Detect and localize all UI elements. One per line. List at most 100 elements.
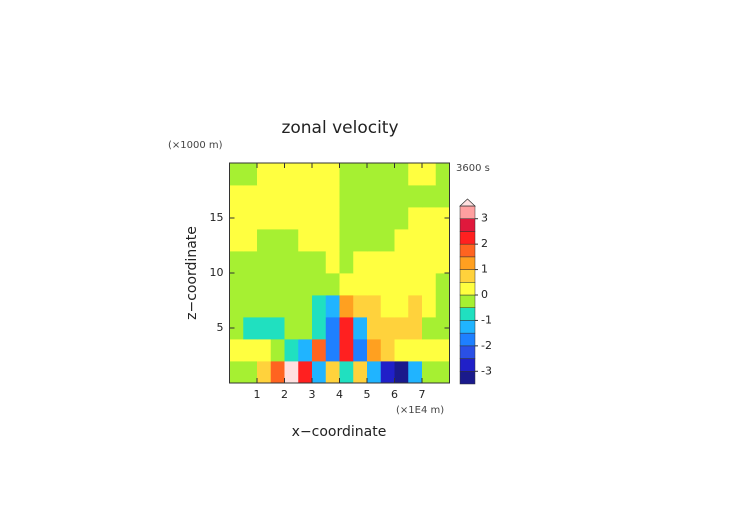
chart-title: zonal velocity	[281, 118, 398, 138]
field-cell	[380, 317, 395, 340]
field-cell	[284, 273, 299, 296]
field-cell	[284, 295, 299, 318]
field-cell	[298, 317, 313, 340]
field-cell	[270, 207, 285, 230]
field-cell	[394, 229, 409, 252]
field-cell	[298, 251, 313, 274]
field-cell	[243, 207, 258, 230]
field-cell	[229, 229, 244, 252]
field-cell	[380, 185, 395, 208]
field-cell	[243, 317, 258, 340]
field-cell	[367, 229, 382, 252]
colorbar-swatch	[459, 256, 476, 270]
field-cell	[270, 339, 285, 362]
field-cell	[339, 273, 354, 296]
field-cell	[229, 185, 244, 208]
field-cell	[325, 273, 340, 296]
colorbar-swatch	[459, 320, 476, 334]
x-tick-label: 2	[281, 388, 288, 401]
field-cell	[298, 273, 313, 296]
field-cell	[325, 317, 340, 340]
field-cell	[298, 295, 313, 318]
field-cell	[325, 207, 340, 230]
field-cell	[243, 273, 258, 296]
colorbar-swatch	[459, 243, 476, 258]
field-cell	[435, 273, 450, 296]
field-cell	[284, 339, 299, 362]
field-cell	[408, 273, 423, 296]
field-cell	[325, 229, 340, 252]
field-cell	[380, 361, 395, 384]
field-cell	[257, 163, 272, 186]
field-cell	[312, 251, 327, 274]
field-cell	[435, 317, 450, 340]
field-cell	[257, 361, 272, 384]
field-cell	[284, 163, 299, 186]
field-cell	[380, 273, 395, 296]
field-cell	[353, 207, 368, 230]
colorbar-tick-label: -1	[481, 313, 492, 326]
field-cell	[325, 361, 340, 384]
field-cell	[422, 229, 437, 252]
field-cell	[229, 273, 244, 296]
field-cell	[339, 163, 354, 186]
field-cell	[394, 251, 409, 274]
field-cell	[243, 295, 258, 318]
x-tick-label: 1	[254, 388, 261, 401]
field-cell	[380, 207, 395, 230]
field-cell	[367, 295, 382, 318]
field-cell	[408, 317, 423, 340]
y-tick-label: 5	[217, 321, 224, 334]
field-cell	[408, 185, 423, 208]
field-cell	[422, 361, 437, 384]
field-cell	[243, 229, 258, 252]
field-cell	[422, 163, 437, 186]
field-cell	[270, 273, 285, 296]
field-cell	[339, 229, 354, 252]
y-tick-label: 10	[210, 266, 224, 279]
field-cell	[435, 163, 450, 186]
field-cell	[229, 295, 244, 318]
field-cell	[367, 251, 382, 274]
field-cell	[339, 251, 354, 274]
field-cell	[270, 295, 285, 318]
field-cell	[270, 185, 285, 208]
field-cell	[353, 185, 368, 208]
field-cell	[229, 317, 244, 340]
field-cell	[312, 229, 327, 252]
field-cell	[408, 207, 423, 230]
field-cell	[257, 207, 272, 230]
field-cell	[435, 207, 450, 230]
field-cell	[339, 207, 354, 230]
field-cell	[367, 317, 382, 340]
field-cell	[229, 251, 244, 274]
colorbar-over	[459, 198, 476, 207]
field-cell	[298, 163, 313, 186]
field-cell	[243, 339, 258, 362]
field-cell	[312, 339, 327, 362]
field-cell	[284, 229, 299, 252]
field-cell	[408, 295, 423, 318]
field-cell	[435, 229, 450, 252]
field-cell	[380, 251, 395, 274]
field-cell	[312, 207, 327, 230]
x-tick-label: 4	[336, 388, 343, 401]
field-cell	[229, 339, 244, 362]
field-cell	[394, 295, 409, 318]
field-cell	[298, 339, 313, 362]
colorbar-swatch	[459, 358, 476, 372]
field-cell	[367, 361, 382, 384]
field-cell	[353, 361, 368, 384]
field-cell	[243, 361, 258, 384]
colorbar-tick-label: 2	[481, 237, 488, 250]
field-cell	[312, 295, 327, 318]
field-cell	[243, 163, 258, 186]
field-cell	[380, 229, 395, 252]
field-cell	[298, 207, 313, 230]
field-cell	[394, 207, 409, 230]
x-tick-label: 5	[364, 388, 371, 401]
field-cell	[229, 207, 244, 230]
field-cell	[257, 185, 272, 208]
field-cell	[243, 251, 258, 274]
